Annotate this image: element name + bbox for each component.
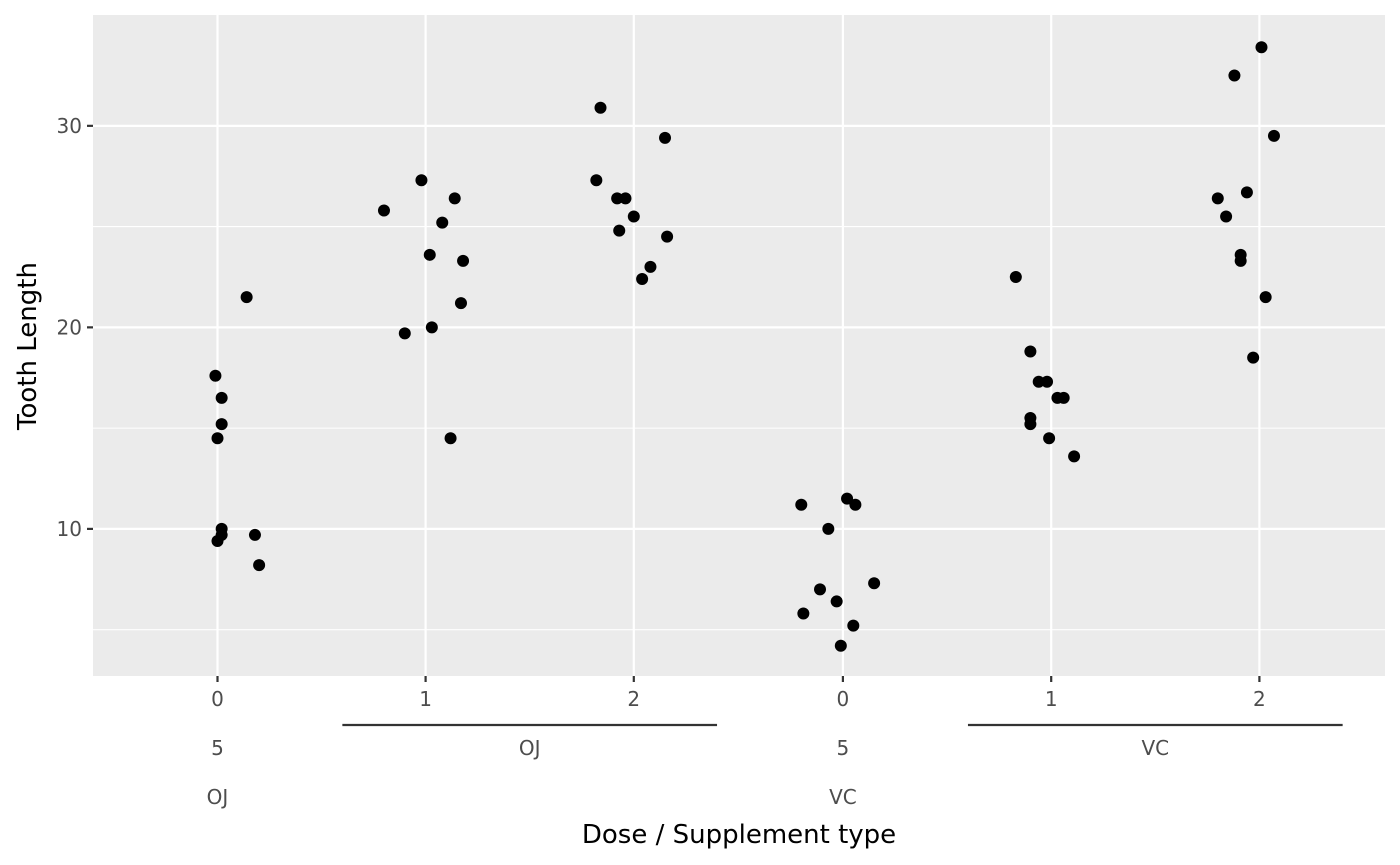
nested-group-label: OJ	[519, 736, 541, 760]
nested-group-label: 5	[211, 736, 224, 760]
data-point	[1041, 375, 1054, 388]
nested-x-labels: 5 OJ 5 VC OJ VC	[207, 723, 1343, 809]
plot-panel	[93, 15, 1385, 676]
x-tick-label: 0	[211, 687, 224, 711]
x-tick-label: 0	[837, 687, 850, 711]
nested-group-label: VC	[829, 785, 857, 809]
data-point	[215, 391, 228, 404]
data-point	[1228, 69, 1241, 82]
data-point	[436, 216, 449, 229]
data-point	[847, 619, 860, 632]
data-points	[209, 41, 1280, 652]
data-point	[841, 492, 854, 505]
data-point	[814, 583, 827, 596]
data-point	[248, 528, 261, 541]
data-point	[659, 131, 672, 144]
data-point	[644, 260, 657, 273]
data-point	[454, 297, 467, 310]
data-point	[1259, 291, 1272, 304]
data-point	[797, 607, 810, 620]
data-point	[1267, 129, 1280, 142]
data-point	[1220, 210, 1233, 223]
nested-group-label: 5	[837, 736, 850, 760]
y-tick-label: 10	[57, 517, 82, 541]
data-point	[661, 230, 674, 243]
data-point	[636, 272, 649, 285]
data-point	[209, 369, 222, 382]
data-point	[377, 204, 390, 217]
y-axis-title: Tooth Length	[13, 262, 43, 431]
grid-lines	[93, 15, 1385, 676]
data-point	[425, 321, 438, 334]
data-point	[1024, 345, 1037, 358]
data-point	[448, 192, 461, 205]
data-point	[211, 432, 224, 445]
data-point	[1057, 391, 1070, 404]
y-tick-label: 20	[57, 315, 82, 339]
x-axis: 0 1 2 0 1 2	[211, 676, 1266, 711]
data-point	[1247, 351, 1260, 364]
data-point	[834, 639, 847, 652]
data-point	[215, 418, 228, 431]
y-axis: 10 20 30	[57, 114, 93, 541]
data-point	[415, 174, 428, 187]
data-point	[240, 291, 253, 304]
x-tick-label: 1	[419, 687, 432, 711]
data-point	[613, 224, 626, 237]
data-point	[795, 498, 808, 511]
y-tick-label: 30	[57, 114, 82, 138]
x-tick-label: 2	[1253, 687, 1266, 711]
data-point	[627, 210, 640, 223]
data-point	[211, 534, 224, 547]
data-point	[1240, 186, 1253, 199]
data-point	[1255, 41, 1268, 54]
data-point	[868, 577, 881, 590]
data-point	[1009, 270, 1022, 283]
data-point	[619, 192, 632, 205]
data-point	[253, 559, 266, 572]
nested-group-label: OJ	[207, 785, 229, 809]
data-point	[1032, 375, 1045, 388]
x-axis-title: Dose / Supplement type	[582, 820, 896, 850]
data-point	[594, 101, 607, 114]
data-point	[849, 498, 862, 511]
data-point	[1234, 254, 1247, 267]
data-point	[1043, 432, 1056, 445]
data-point	[822, 522, 835, 535]
data-point	[1211, 192, 1224, 205]
data-point	[611, 192, 624, 205]
data-point	[1024, 418, 1037, 431]
nested-group-label: VC	[1141, 736, 1169, 760]
data-point	[423, 248, 436, 261]
data-point	[457, 254, 470, 267]
x-tick-label: 2	[627, 687, 640, 711]
data-point	[444, 432, 457, 445]
data-point	[1068, 450, 1081, 463]
data-point	[830, 595, 843, 608]
data-point	[398, 327, 411, 340]
x-tick-label: 1	[1045, 687, 1058, 711]
data-point	[590, 174, 603, 187]
